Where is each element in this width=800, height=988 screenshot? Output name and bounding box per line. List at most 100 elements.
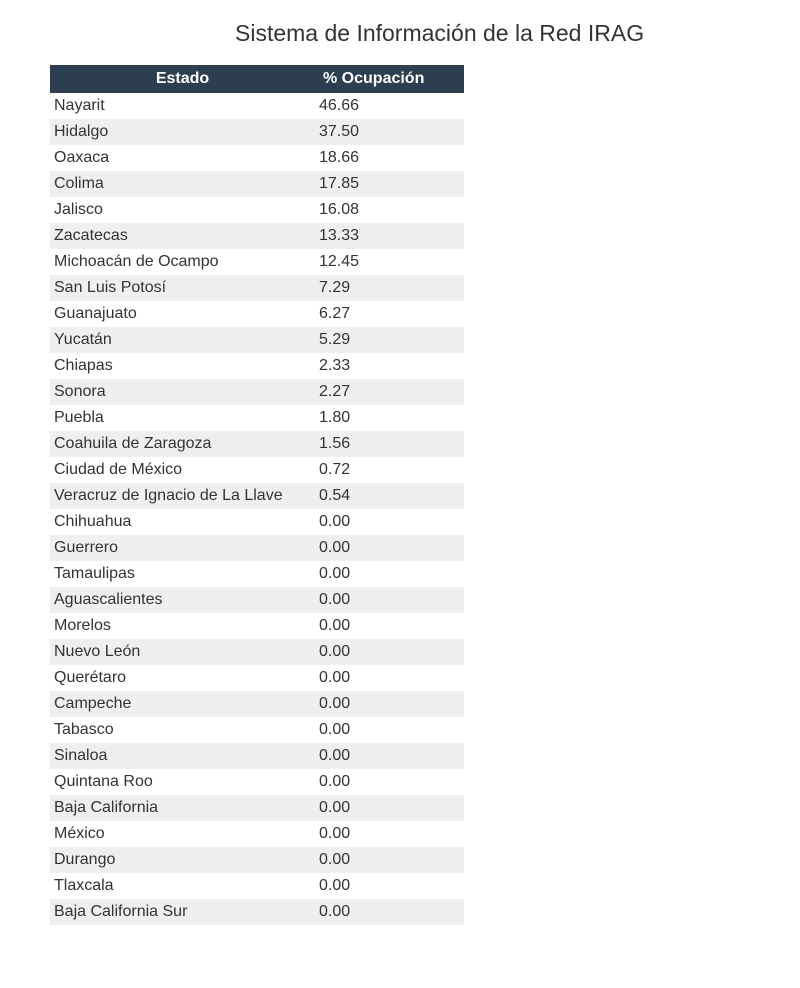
cell-ocupacion: 1.80 — [315, 405, 464, 431]
table-row: Baja California0.00 — [50, 795, 464, 821]
table-row: Sonora2.27 — [50, 379, 464, 405]
cell-ocupacion: 1.56 — [315, 431, 464, 457]
cell-ocupacion: 12.45 — [315, 249, 464, 275]
cell-estado: Michoacán de Ocampo — [50, 249, 315, 275]
table-row: Puebla1.80 — [50, 405, 464, 431]
cell-estado: Puebla — [50, 405, 315, 431]
cell-ocupacion: 0.00 — [315, 561, 464, 587]
table-row: Campeche0.00 — [50, 691, 464, 717]
table-row: Hidalgo37.50 — [50, 119, 464, 145]
table-row: Tamaulipas0.00 — [50, 561, 464, 587]
cell-estado: Sonora — [50, 379, 315, 405]
table-row: Jalisco16.08 — [50, 197, 464, 223]
cell-ocupacion: 0.00 — [315, 717, 464, 743]
cell-ocupacion: 16.08 — [315, 197, 464, 223]
cell-ocupacion: 46.66 — [315, 93, 464, 119]
cell-ocupacion: 0.00 — [315, 873, 464, 899]
table-row: Quintana Roo0.00 — [50, 769, 464, 795]
cell-ocupacion: 2.33 — [315, 353, 464, 379]
cell-estado: Nayarit — [50, 93, 315, 119]
table-row: Morelos0.00 — [50, 613, 464, 639]
cell-estado: Chiapas — [50, 353, 315, 379]
cell-estado: Guanajuato — [50, 301, 315, 327]
cell-ocupacion: 0.00 — [315, 769, 464, 795]
table-row: Aguascalientes0.00 — [50, 587, 464, 613]
cell-ocupacion: 0.00 — [315, 665, 464, 691]
table-row: Yucatán5.29 — [50, 327, 464, 353]
table-row: Chiapas2.33 — [50, 353, 464, 379]
table-row: México0.00 — [50, 821, 464, 847]
table-body: Nayarit46.66Hidalgo37.50Oaxaca18.66Colim… — [50, 93, 464, 925]
cell-estado: Baja California Sur — [50, 899, 315, 925]
cell-estado: Coahuila de Zaragoza — [50, 431, 315, 457]
cell-ocupacion: 0.00 — [315, 821, 464, 847]
cell-ocupacion: 0.00 — [315, 509, 464, 535]
cell-estado: Chihuahua — [50, 509, 315, 535]
cell-estado: Morelos — [50, 613, 315, 639]
table-row: Zacatecas13.33 — [50, 223, 464, 249]
cell-estado: Campeche — [50, 691, 315, 717]
cell-ocupacion: 17.85 — [315, 171, 464, 197]
table-row: Querétaro0.00 — [50, 665, 464, 691]
cell-estado: Hidalgo — [50, 119, 315, 145]
cell-ocupacion: 0.54 — [315, 483, 464, 509]
cell-ocupacion: 0.00 — [315, 535, 464, 561]
page-title: Sistema de Información de la Red IRAG — [50, 20, 800, 47]
table-row: Guanajuato6.27 — [50, 301, 464, 327]
cell-estado: Durango — [50, 847, 315, 873]
table-row: Nayarit46.66 — [50, 93, 464, 119]
header-estado: Estado — [50, 65, 315, 93]
cell-estado: Sinaloa — [50, 743, 315, 769]
table-row: Baja California Sur0.00 — [50, 899, 464, 925]
cell-ocupacion: 7.29 — [315, 275, 464, 301]
cell-estado: Ciudad de México — [50, 457, 315, 483]
table-row: Chihuahua0.00 — [50, 509, 464, 535]
cell-ocupacion: 0.00 — [315, 743, 464, 769]
cell-ocupacion: 6.27 — [315, 301, 464, 327]
table-row: San Luis Potosí7.29 — [50, 275, 464, 301]
table-row: Veracruz de Ignacio de La Llave0.54 — [50, 483, 464, 509]
cell-estado: Yucatán — [50, 327, 315, 353]
cell-ocupacion: 0.00 — [315, 847, 464, 873]
cell-estado: Tabasco — [50, 717, 315, 743]
cell-estado: Oaxaca — [50, 145, 315, 171]
cell-estado: Baja California — [50, 795, 315, 821]
cell-estado: Tlaxcala — [50, 873, 315, 899]
table-row: Nuevo León0.00 — [50, 639, 464, 665]
table-row: Ciudad de México0.72 — [50, 457, 464, 483]
cell-estado: Nuevo León — [50, 639, 315, 665]
occupancy-table-container: Estado % Ocupación Nayarit46.66Hidalgo37… — [50, 65, 464, 925]
cell-ocupacion: 0.00 — [315, 795, 464, 821]
cell-estado: San Luis Potosí — [50, 275, 315, 301]
table-row: Sinaloa0.00 — [50, 743, 464, 769]
cell-estado: Quintana Roo — [50, 769, 315, 795]
cell-ocupacion: 0.00 — [315, 691, 464, 717]
cell-ocupacion: 5.29 — [315, 327, 464, 353]
table-row: Tlaxcala0.00 — [50, 873, 464, 899]
table-row: Durango0.00 — [50, 847, 464, 873]
table-row: Oaxaca18.66 — [50, 145, 464, 171]
table-row: Michoacán de Ocampo12.45 — [50, 249, 464, 275]
cell-ocupacion: 37.50 — [315, 119, 464, 145]
cell-estado: México — [50, 821, 315, 847]
occupancy-table: Estado % Ocupación Nayarit46.66Hidalgo37… — [50, 65, 464, 925]
cell-ocupacion: 2.27 — [315, 379, 464, 405]
cell-ocupacion: 0.00 — [315, 899, 464, 925]
cell-ocupacion: 13.33 — [315, 223, 464, 249]
cell-ocupacion: 0.72 — [315, 457, 464, 483]
cell-estado: Zacatecas — [50, 223, 315, 249]
cell-estado: Tamaulipas — [50, 561, 315, 587]
cell-estado: Guerrero — [50, 535, 315, 561]
table-row: Colima17.85 — [50, 171, 464, 197]
cell-estado: Querétaro — [50, 665, 315, 691]
cell-estado: Jalisco — [50, 197, 315, 223]
table-header-row: Estado % Ocupación — [50, 65, 464, 93]
table-row: Guerrero0.00 — [50, 535, 464, 561]
cell-estado: Colima — [50, 171, 315, 197]
cell-ocupacion: 0.00 — [315, 639, 464, 665]
cell-estado: Aguascalientes — [50, 587, 315, 613]
cell-estado: Veracruz de Ignacio de La Llave — [50, 483, 315, 509]
table-row: Coahuila de Zaragoza1.56 — [50, 431, 464, 457]
header-ocupacion: % Ocupación — [315, 65, 464, 93]
cell-ocupacion: 0.00 — [315, 613, 464, 639]
